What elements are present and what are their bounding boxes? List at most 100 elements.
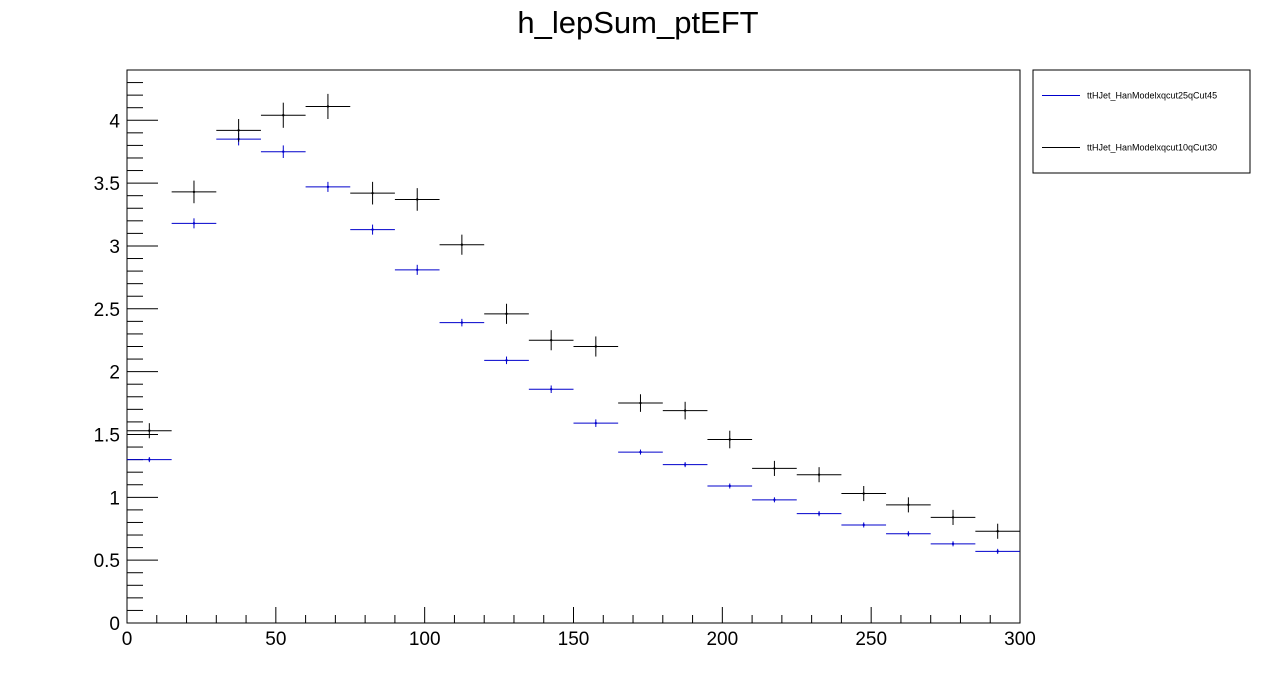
data-point bbox=[127, 423, 172, 438]
data-point bbox=[931, 541, 976, 546]
marker bbox=[371, 192, 373, 194]
marker bbox=[193, 222, 195, 224]
data-point bbox=[127, 457, 172, 462]
data-point bbox=[172, 181, 217, 204]
series-0 bbox=[127, 133, 1020, 554]
y-tick-label: 1 bbox=[109, 488, 120, 509]
data-point bbox=[841, 522, 886, 527]
y-tick-label: 3.5 bbox=[94, 174, 120, 195]
x-tick-label: 200 bbox=[706, 629, 738, 650]
data-point bbox=[440, 235, 485, 255]
marker bbox=[729, 438, 731, 440]
data-point bbox=[618, 450, 663, 455]
data-point bbox=[975, 549, 1020, 554]
data-point bbox=[395, 188, 440, 211]
marker bbox=[505, 313, 507, 315]
marker bbox=[550, 388, 552, 390]
data-point bbox=[306, 182, 351, 192]
marker bbox=[639, 451, 641, 453]
marker bbox=[416, 198, 418, 200]
marker bbox=[461, 243, 463, 245]
data-point bbox=[306, 94, 351, 119]
axes: 0 50 100 150 200 250 300 0 0.5 1 1.5 2 2.5 3 3.5 4 bbox=[94, 70, 1036, 650]
data-point bbox=[707, 431, 752, 449]
data-point bbox=[886, 531, 931, 536]
marker bbox=[237, 129, 239, 131]
data-point bbox=[172, 218, 217, 228]
data-point bbox=[618, 394, 663, 412]
marker bbox=[729, 485, 731, 487]
x-tick-label: 150 bbox=[558, 629, 590, 650]
y-tick-label: 1.5 bbox=[94, 425, 120, 446]
data-point bbox=[574, 336, 619, 356]
marker bbox=[996, 550, 998, 552]
data-point bbox=[707, 483, 752, 488]
y-tick-label: 0 bbox=[109, 614, 120, 635]
x-tick-label: 100 bbox=[409, 629, 441, 650]
marker bbox=[148, 458, 150, 460]
data-point bbox=[663, 462, 708, 467]
marker bbox=[193, 191, 195, 193]
y-tick-label: 0.5 bbox=[94, 551, 120, 572]
marker bbox=[550, 339, 552, 341]
data-point bbox=[931, 510, 976, 525]
data-point bbox=[797, 467, 842, 482]
y-tick-label: 3 bbox=[109, 237, 120, 258]
data-point bbox=[529, 330, 574, 350]
marker bbox=[818, 473, 820, 475]
x-tick-label: 50 bbox=[265, 629, 286, 650]
marker bbox=[907, 504, 909, 506]
data-points bbox=[127, 94, 1020, 554]
marker bbox=[371, 228, 373, 230]
marker bbox=[863, 524, 865, 526]
legend-label-1: ttHJet_HanModelxqcut10qCut30 bbox=[1087, 143, 1217, 153]
marker bbox=[952, 516, 954, 518]
marker bbox=[148, 430, 150, 432]
marker bbox=[684, 463, 686, 465]
marker bbox=[461, 321, 463, 323]
marker bbox=[773, 467, 775, 469]
marker bbox=[996, 530, 998, 532]
marker bbox=[595, 422, 597, 424]
marker bbox=[505, 359, 507, 361]
data-point bbox=[663, 402, 708, 420]
marker bbox=[595, 345, 597, 347]
legend-frame bbox=[1033, 70, 1250, 173]
data-point bbox=[841, 486, 886, 501]
data-point bbox=[752, 461, 797, 476]
legend-label-0: ttHJet_HanModelxqcut25qCut45 bbox=[1087, 91, 1217, 101]
marker bbox=[327, 186, 329, 188]
y-tick-label: 4 bbox=[109, 111, 120, 132]
marker bbox=[773, 499, 775, 501]
x-tick-label: 0 bbox=[122, 629, 133, 650]
y-tick-label: 2 bbox=[109, 363, 120, 384]
marker bbox=[684, 409, 686, 411]
x-tick-label: 300 bbox=[1004, 629, 1036, 650]
data-point bbox=[484, 357, 529, 365]
data-point bbox=[484, 304, 529, 324]
marker bbox=[416, 269, 418, 271]
y-tick-label: 2.5 bbox=[94, 300, 120, 321]
data-point bbox=[529, 385, 574, 393]
marker bbox=[282, 114, 284, 116]
x-tick-label: 250 bbox=[855, 629, 887, 650]
marker bbox=[907, 533, 909, 535]
data-point bbox=[574, 419, 619, 427]
chart-title: h_lepSum_ptEFT bbox=[517, 5, 758, 40]
data-point bbox=[261, 145, 306, 158]
data-point bbox=[395, 265, 440, 275]
data-point bbox=[886, 497, 931, 512]
data-point bbox=[216, 119, 261, 142]
legend: ttHJet_HanModelxqcut25qCut45 ttHJet_HanM… bbox=[1033, 70, 1250, 173]
data-point bbox=[261, 103, 306, 128]
marker bbox=[327, 105, 329, 107]
series-1 bbox=[127, 94, 1020, 539]
data-point bbox=[350, 182, 395, 205]
marker bbox=[818, 512, 820, 514]
data-point bbox=[350, 225, 395, 235]
data-point bbox=[752, 497, 797, 502]
marker bbox=[282, 150, 284, 152]
data-point bbox=[797, 511, 842, 516]
marker bbox=[639, 402, 641, 404]
